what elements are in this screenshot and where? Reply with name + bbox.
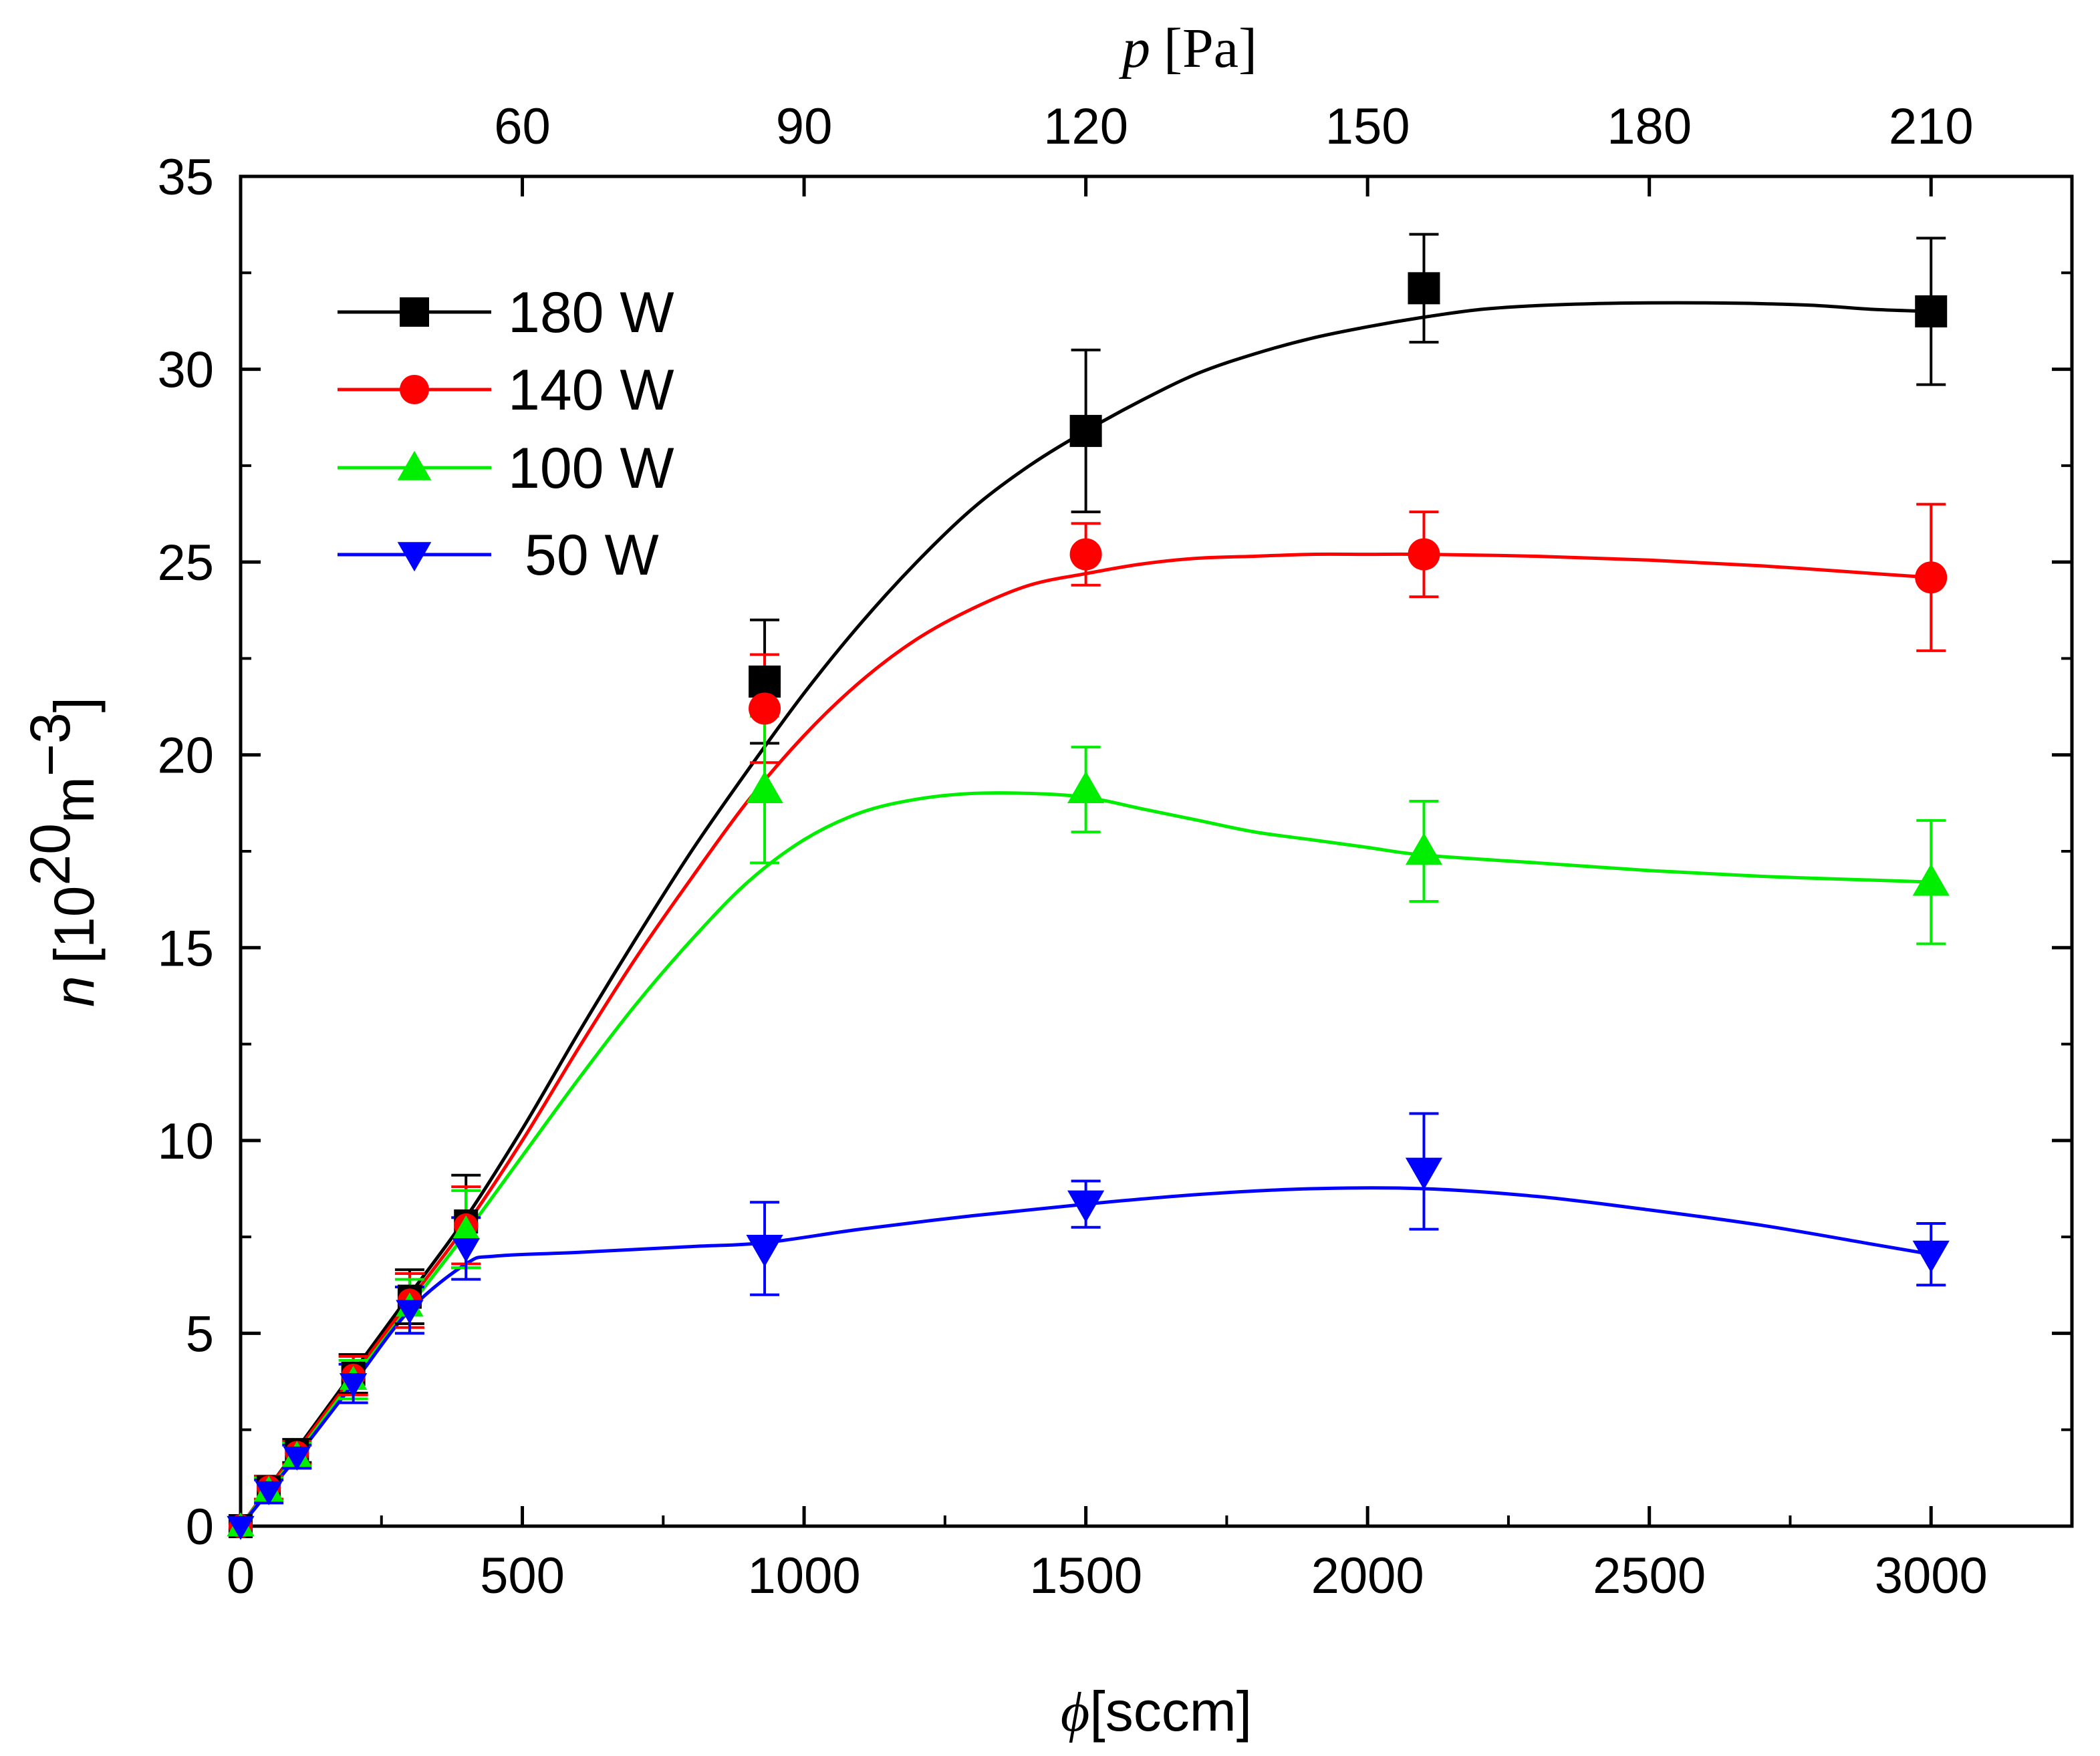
y-tick-label: 30 [157,342,214,399]
data-point [1912,1240,1950,1273]
legend-marker [400,297,429,327]
y-tick-label: 25 [157,535,214,591]
top-tick-label: 60 [494,98,551,155]
data-point [1408,538,1440,571]
data-point [339,1373,368,1398]
data-point [749,666,781,698]
y-axis-unit-exp: −3 [19,712,82,776]
legend-label: 100 W [508,436,674,500]
data-point [746,1235,783,1268]
fit-curve-140w [239,552,1932,1527]
top-axis-label: p [Pa] [1119,17,1257,80]
data-point [1405,833,1443,865]
legend-marker [397,542,432,572]
fit-curve-180w [239,301,1932,1527]
x-tick-label: 0 [227,1548,255,1604]
top-axis-ticks: 60 90 120 150 180 210 [494,98,1973,155]
x-axis-symbol: ϕ [1061,1681,1089,1743]
data-point [1067,771,1105,804]
y-tick-label: 15 [157,920,214,977]
top-tick-label: 90 [776,98,833,155]
x-axis-unit: [sccm] [1089,1680,1252,1743]
legend-label: 180 W [508,281,674,345]
data-point [1915,295,1948,327]
top-tick-label: 120 [1043,98,1128,155]
data-point [283,1446,311,1471]
data-point [452,1215,480,1239]
x-tick-label: 500 [480,1548,565,1604]
x-tick-label: 1500 [1029,1548,1142,1604]
x-tick-label: 2000 [1311,1548,1424,1604]
data-point [452,1238,480,1263]
fit-curve-50w [239,1186,1932,1527]
legend-marker [397,450,432,480]
y-tick-label: 0 [186,1499,214,1556]
data-point [1408,272,1440,305]
top-axis-symbol: p [1119,17,1150,80]
fit-curve-100w [239,791,1932,1527]
legend-item: 100 W [338,436,674,500]
x-tick-label: 2500 [1593,1548,1706,1604]
y-axis-suffix: ] [43,697,106,712]
y-tick-label: 5 [186,1306,214,1362]
data-point [746,771,783,804]
data-point [227,1515,255,1540]
y-tick-label: 35 [157,149,214,206]
top-tick-label: 180 [1607,98,1692,155]
legend: 180 W 140 W 100 W 50 W [338,281,674,587]
fit-curves [239,301,1932,1527]
data-point [1069,414,1102,447]
top-tick-label: 150 [1325,98,1410,155]
y-axis-symbol: n [43,976,106,1007]
legend-item: 180 W [338,281,674,345]
data-point [1912,863,1950,896]
x-tick-label: 1000 [748,1548,861,1604]
top-tick-label: 210 [1889,98,1974,155]
data-point [1405,1157,1443,1190]
x-axis-label: ϕ[sccm] [1061,1680,1252,1743]
legend-marker [400,375,429,404]
top-axis-unit: [Pa] [1164,17,1257,80]
data-point [255,1481,283,1505]
data-point [1915,561,1948,594]
y-tick-label: 20 [157,728,214,784]
y-axis-label: n [1020m−3] [19,697,106,1007]
data-point [1069,538,1102,571]
data-point [1067,1190,1105,1223]
x-tick-label: 3000 [1875,1548,1988,1604]
data-point [396,1300,424,1324]
data-point [749,692,781,725]
y-axis-ticks: 0 5 10 15 20 25 30 35 [157,149,2072,1556]
x-axis-ticks: 0 500 1000 1500 2000 2500 3000 [227,176,1988,1604]
data-markers [227,272,1950,1540]
y-axis-exp: 20 [19,823,82,885]
y-tick-label: 10 [157,1113,214,1170]
legend-item: 140 W [338,358,674,422]
legend-label: 140 W [508,358,674,422]
legend-item: 50 W [338,523,659,587]
legend-label: 50 W [525,523,659,587]
y-axis-prefix: [10 [43,886,106,964]
y-axis-unit: m [43,776,106,823]
